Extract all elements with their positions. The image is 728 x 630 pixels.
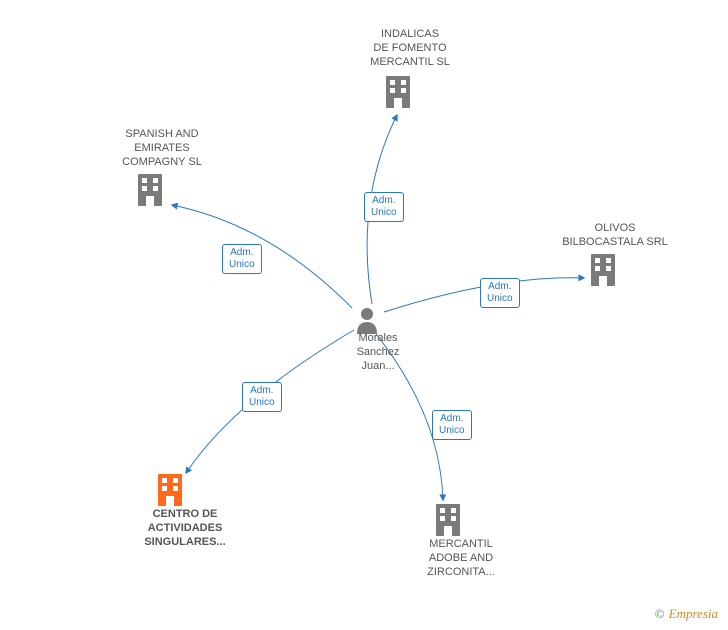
building-icon-spanish xyxy=(138,174,162,206)
brand-name: Empresia xyxy=(669,606,718,621)
node-label-spanish: SPANISH AND EMIRATES COMPAGNY SL xyxy=(112,128,212,169)
watermark: © Empresia xyxy=(655,606,718,622)
person-label: Morales Sanchez Juan... xyxy=(348,332,408,373)
edge-label-olivos: Adm. Unico xyxy=(480,278,520,308)
copyright-symbol: © xyxy=(655,606,665,621)
building-icon-centro xyxy=(158,474,182,506)
node-label-mercantil: MERCANTIL ADOBE AND ZIRCONITA... xyxy=(416,538,506,579)
edge-label-mercantil: Adm. Unico xyxy=(432,410,472,440)
person-icon xyxy=(357,308,377,334)
node-label-indalicas: INDALICAS DE FOMENTO MERCANTIL SL xyxy=(360,28,460,69)
node-label-centro: CENTRO DE ACTIVIDADES SINGULARES... xyxy=(130,508,240,549)
edge-label-centro: Adm. Unico xyxy=(242,382,282,412)
edge-label-spanish: Adm. Unico xyxy=(222,244,262,274)
building-icon-olivos xyxy=(591,254,615,286)
edge-label-indalicas: Adm. Unico xyxy=(364,192,404,222)
diagram-canvas xyxy=(0,0,728,630)
edge-spanish xyxy=(172,205,352,308)
node-label-olivos: OLIVOS BILBOCASTALA SRL xyxy=(550,222,680,250)
building-icon-mercantil xyxy=(436,504,460,536)
building-icon-indalicas xyxy=(386,76,410,108)
